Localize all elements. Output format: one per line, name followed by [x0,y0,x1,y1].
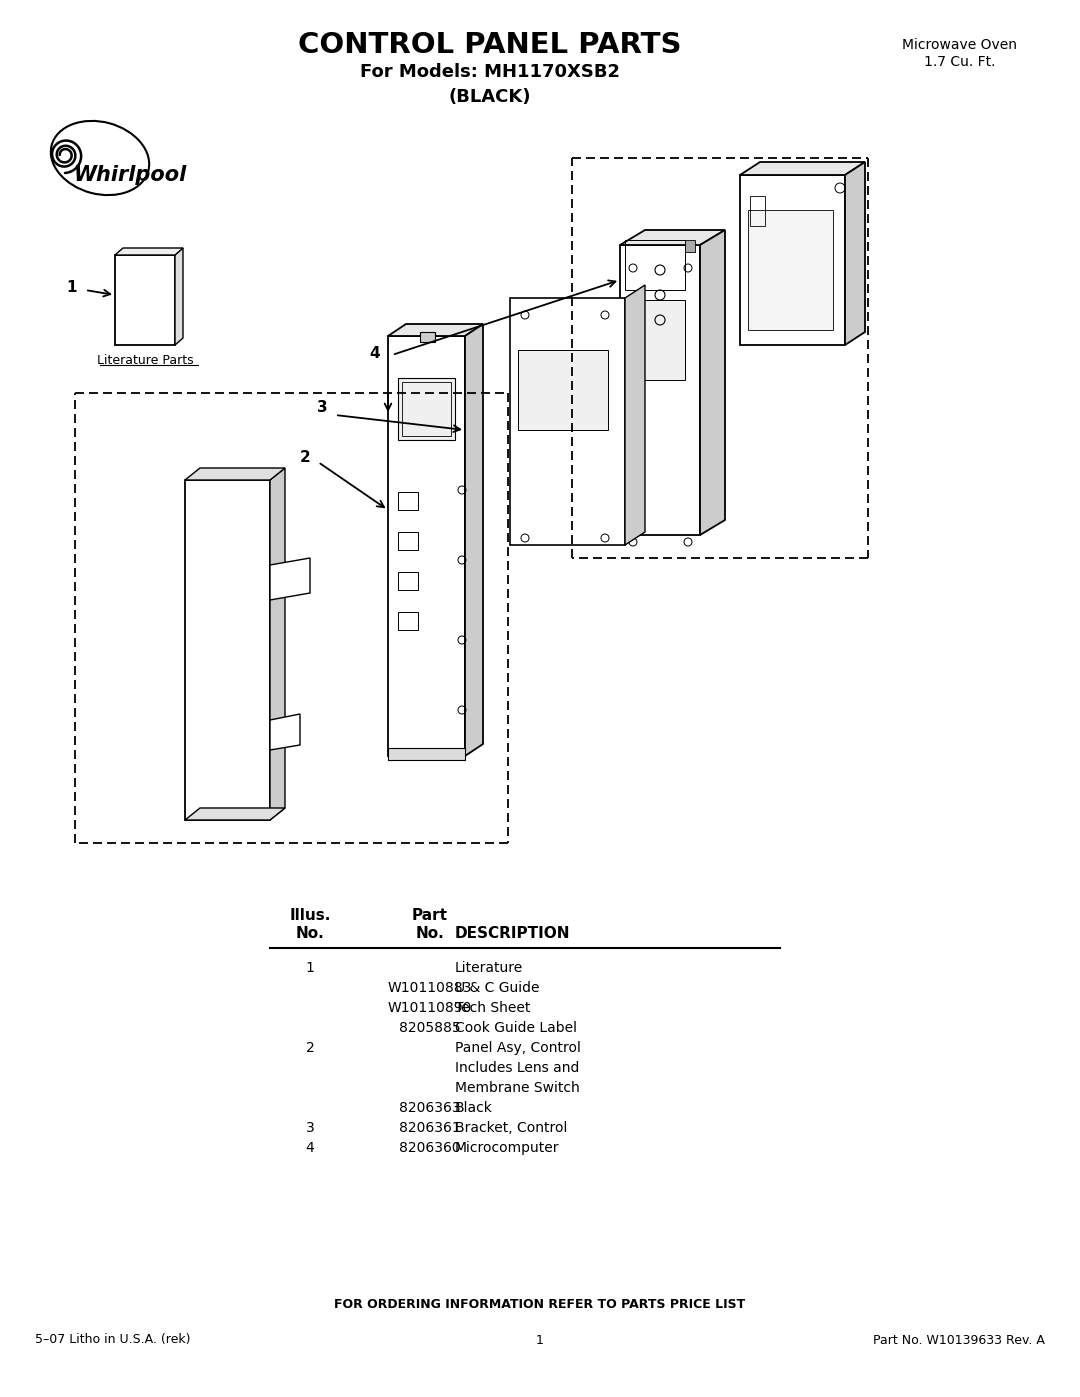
Polygon shape [185,807,285,820]
Bar [399,612,418,630]
Polygon shape [510,298,625,545]
Text: 3: 3 [316,401,327,415]
Polygon shape [185,481,270,820]
Text: 2: 2 [299,450,310,465]
Polygon shape [399,379,455,440]
Text: (BLACK): (BLACK) [449,88,531,106]
Polygon shape [388,337,465,756]
Text: 1: 1 [306,961,314,975]
Text: 8206363: 8206363 [400,1101,461,1115]
Text: 2: 2 [306,1041,314,1055]
Text: CONTROL PANEL PARTS: CONTROL PANEL PARTS [298,31,681,59]
Text: Black: Black [455,1101,492,1115]
Text: 4: 4 [369,345,380,360]
Text: 8206361: 8206361 [400,1120,461,1134]
Text: Whirlpool: Whirlpool [73,165,187,184]
Polygon shape [114,249,183,256]
Polygon shape [114,256,175,345]
Bar [399,532,418,550]
Text: FOR ORDERING INFORMATION REFER TO PARTS PRICE LIST: FOR ORDERING INFORMATION REFER TO PARTS … [335,1298,745,1312]
Polygon shape [620,244,700,535]
Polygon shape [270,557,310,599]
Text: For Models: MH1170XSB2: For Models: MH1170XSB2 [360,63,620,81]
Polygon shape [465,324,483,756]
Text: Cook Guide Label: Cook Guide Label [455,1021,577,1035]
Polygon shape [845,162,865,345]
Polygon shape [420,332,435,342]
Text: 8205885: 8205885 [400,1021,461,1035]
Text: Tech Sheet: Tech Sheet [455,1002,530,1016]
Bar [750,196,765,226]
Text: Part: Part [411,908,448,922]
Text: W10110883: W10110883 [388,981,472,995]
Text: Panel Asy, Control: Panel Asy, Control [455,1041,581,1055]
Text: Literature Parts: Literature Parts [97,353,193,366]
Bar [625,240,685,291]
Text: Membrane Switch: Membrane Switch [455,1081,580,1095]
Text: 8206360: 8206360 [400,1141,461,1155]
Bar [625,300,685,380]
Bar [748,210,833,330]
Polygon shape [625,285,645,545]
Text: No.: No. [416,925,444,940]
Text: 4: 4 [306,1141,314,1155]
Polygon shape [175,249,183,345]
Text: 1: 1 [536,1334,544,1347]
Text: Part No. W10139633 Rev. A: Part No. W10139633 Rev. A [873,1334,1045,1347]
Bar [685,240,696,251]
Polygon shape [700,231,725,535]
Polygon shape [620,231,725,244]
Bar [399,571,418,590]
Text: 1: 1 [67,281,78,296]
Polygon shape [388,324,483,337]
Polygon shape [270,468,285,820]
Polygon shape [740,162,865,175]
Polygon shape [270,714,300,750]
Text: Microcomputer: Microcomputer [455,1141,559,1155]
Text: Microwave Oven: Microwave Oven [903,38,1017,52]
Text: Includes Lens and: Includes Lens and [455,1060,579,1076]
Bar [399,492,418,510]
Text: W10110890: W10110890 [388,1002,472,1016]
Text: Bracket, Control: Bracket, Control [455,1120,567,1134]
Text: 5–07 Litho in U.S.A. (rek): 5–07 Litho in U.S.A. (rek) [35,1334,190,1347]
Text: No.: No. [296,925,324,940]
Text: 3: 3 [306,1120,314,1134]
Polygon shape [185,468,285,481]
Polygon shape [740,175,845,345]
Text: DESCRIPTION: DESCRIPTION [455,925,570,940]
Text: 1.7 Cu. Ft.: 1.7 Cu. Ft. [924,54,996,68]
Bar [518,351,608,430]
Text: Illus.: Illus. [289,908,330,922]
Text: Literature: Literature [455,961,523,975]
Text: U & C Guide: U & C Guide [455,981,540,995]
Bar [388,747,465,760]
